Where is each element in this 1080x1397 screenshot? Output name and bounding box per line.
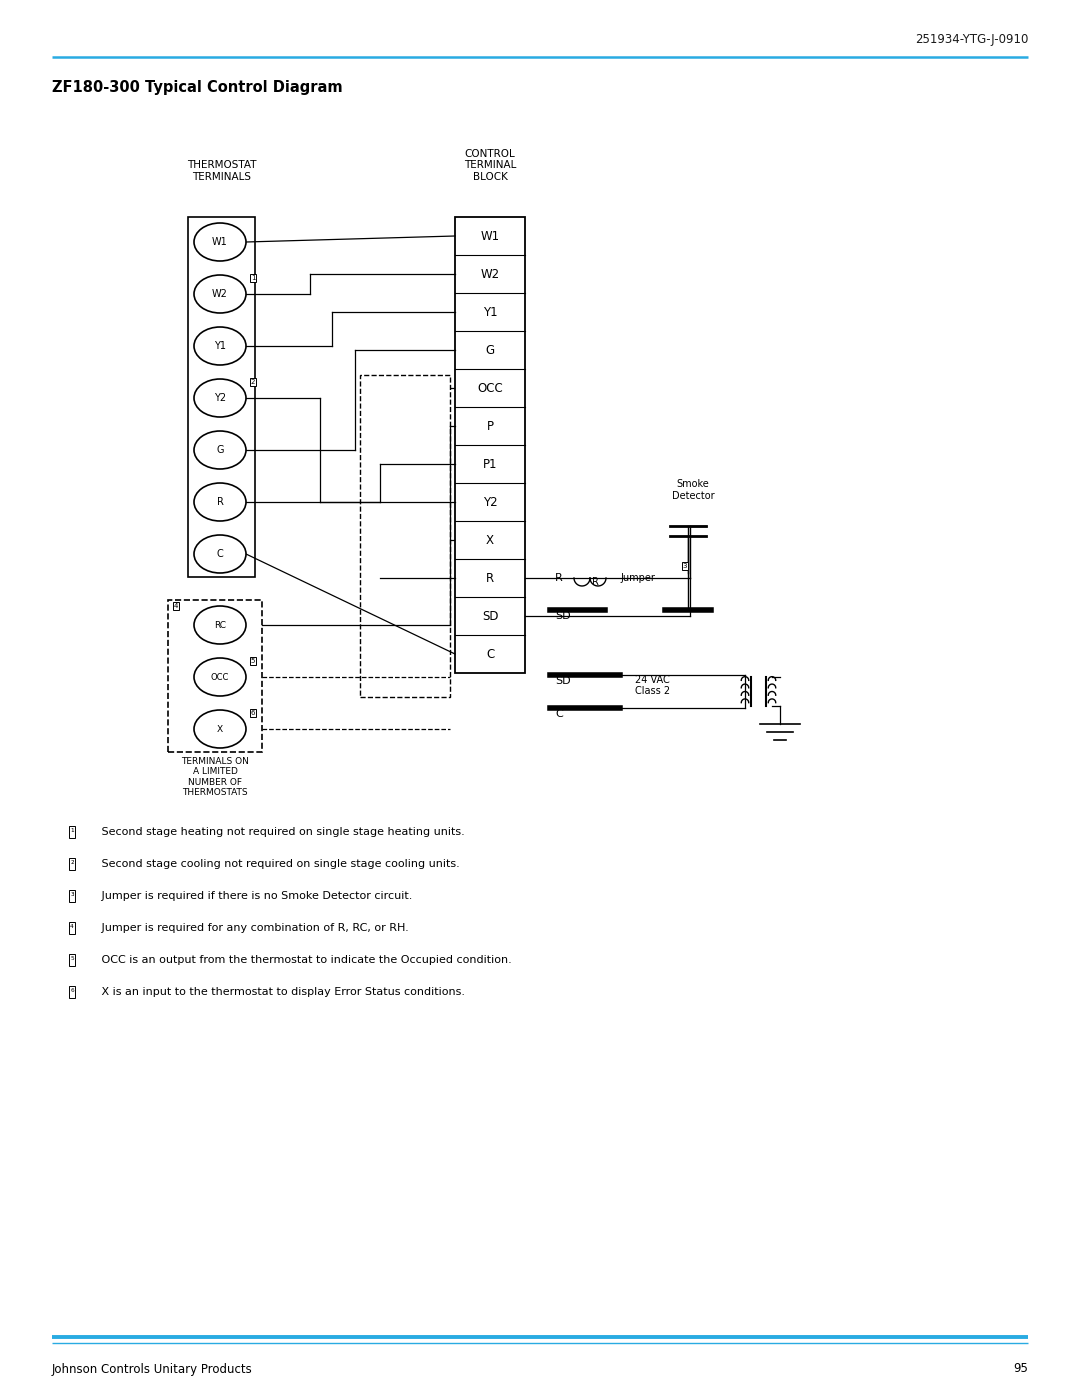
Text: 24 VAC
Class 2: 24 VAC Class 2	[635, 675, 670, 696]
Text: THERMOSTAT
TERMINALS: THERMOSTAT TERMINALS	[187, 161, 256, 182]
Text: C: C	[486, 647, 495, 661]
Ellipse shape	[194, 535, 246, 573]
Text: Jumper: Jumper	[620, 573, 654, 583]
Text: Johnson Controls Unitary Products: Johnson Controls Unitary Products	[52, 1362, 253, 1376]
Text: ¹: ¹	[70, 827, 73, 837]
Ellipse shape	[194, 710, 246, 747]
Text: R: R	[217, 497, 224, 507]
Ellipse shape	[194, 432, 246, 469]
Text: CONTROL
TERMINAL
BLOCK: CONTROL TERMINAL BLOCK	[463, 149, 516, 182]
Text: Y2: Y2	[483, 496, 497, 509]
Text: X is an input to the thermostat to display Error Status conditions.: X is an input to the thermostat to displ…	[98, 988, 465, 997]
Ellipse shape	[194, 275, 246, 313]
Text: 4: 4	[174, 604, 178, 609]
Text: R: R	[555, 573, 563, 583]
Text: Jumper is required for any combination of R, RC, or RH.: Jumper is required for any combination o…	[98, 923, 408, 933]
Ellipse shape	[194, 379, 246, 416]
Text: X: X	[217, 725, 224, 733]
Text: ⁴: ⁴	[70, 923, 73, 933]
Ellipse shape	[194, 327, 246, 365]
Text: ⁶: ⁶	[70, 988, 73, 996]
Text: G: G	[216, 446, 224, 455]
Ellipse shape	[194, 606, 246, 644]
FancyBboxPatch shape	[360, 374, 450, 697]
Text: W2: W2	[481, 267, 500, 281]
Text: 6: 6	[251, 710, 255, 717]
Text: X: X	[486, 534, 494, 546]
Text: 2: 2	[251, 379, 255, 386]
Text: P: P	[486, 419, 494, 433]
Text: 1: 1	[251, 275, 255, 281]
Text: R: R	[592, 577, 598, 587]
Ellipse shape	[194, 483, 246, 521]
FancyBboxPatch shape	[168, 599, 262, 752]
FancyBboxPatch shape	[188, 217, 255, 577]
Text: W2: W2	[212, 289, 228, 299]
Text: 3: 3	[683, 563, 687, 569]
Text: W1: W1	[481, 229, 500, 243]
Text: 95: 95	[1013, 1362, 1028, 1376]
FancyBboxPatch shape	[455, 217, 525, 673]
Text: C: C	[217, 549, 224, 559]
Text: 5: 5	[251, 658, 255, 664]
Text: Jumper is required if there is no Smoke Detector circuit.: Jumper is required if there is no Smoke …	[98, 891, 413, 901]
Text: C: C	[555, 710, 563, 719]
Ellipse shape	[194, 224, 246, 261]
Text: R: R	[486, 571, 494, 584]
Text: W1: W1	[212, 237, 228, 247]
Text: 251934-YTG-J-0910: 251934-YTG-J-0910	[915, 32, 1028, 46]
Text: SD: SD	[555, 610, 570, 622]
Text: RC: RC	[214, 620, 226, 630]
Text: Second stage heating not required on single stage heating units.: Second stage heating not required on sin…	[98, 827, 464, 837]
Text: Smoke
Detector: Smoke Detector	[672, 479, 714, 502]
Text: OCC: OCC	[477, 381, 503, 394]
Text: SD: SD	[555, 676, 570, 686]
Text: ²: ²	[70, 859, 73, 869]
Text: TERMINALS ON
A LIMITED
NUMBER OF
THERMOSTATS: TERMINALS ON A LIMITED NUMBER OF THERMOS…	[181, 757, 248, 798]
Ellipse shape	[194, 658, 246, 696]
Text: SD: SD	[482, 609, 498, 623]
Text: P1: P1	[483, 457, 497, 471]
Text: Y1: Y1	[483, 306, 497, 319]
Text: Second stage cooling not required on single stage cooling units.: Second stage cooling not required on sin…	[98, 859, 460, 869]
Text: Y2: Y2	[214, 393, 226, 402]
Text: G: G	[485, 344, 495, 356]
Text: ³: ³	[70, 891, 73, 901]
Text: OCC is an output from the thermostat to indicate the Occupied condition.: OCC is an output from the thermostat to …	[98, 956, 512, 965]
Text: ⁵: ⁵	[70, 956, 73, 964]
Text: ZF180-300 Typical Control Diagram: ZF180-300 Typical Control Diagram	[52, 80, 342, 95]
Text: OCC: OCC	[211, 672, 229, 682]
Text: Y1: Y1	[214, 341, 226, 351]
